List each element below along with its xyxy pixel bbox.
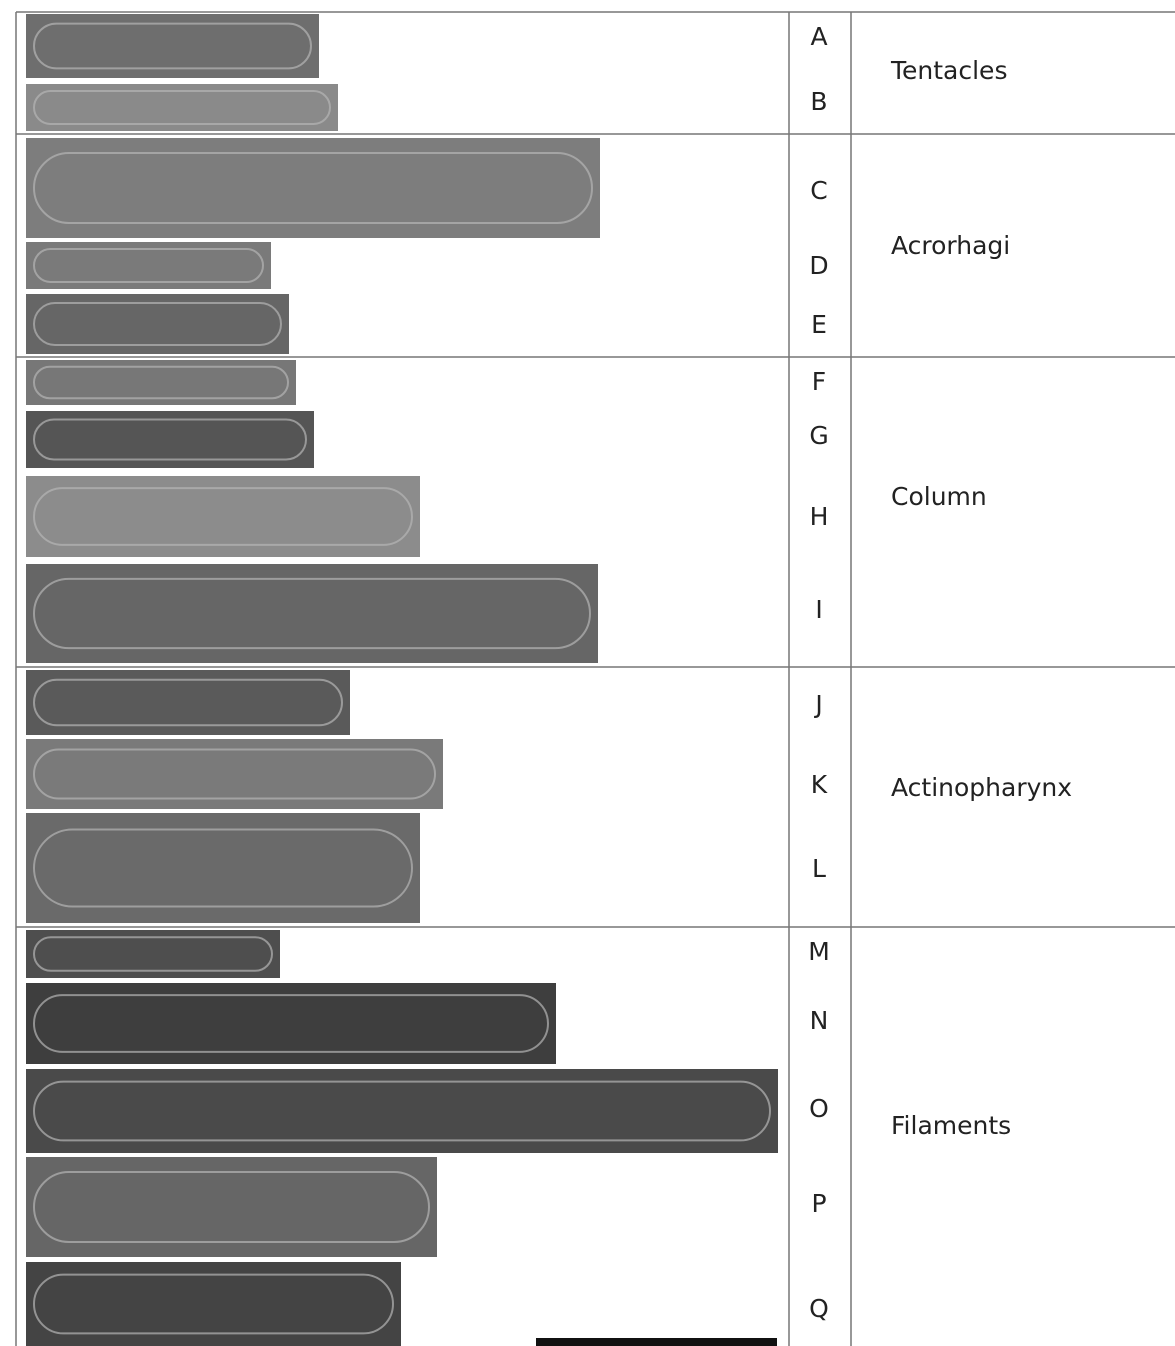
- panel-letter: A: [810, 22, 827, 51]
- panel-label: Tentacles: [890, 56, 1007, 85]
- panel-letter: Q: [809, 1294, 829, 1323]
- panel-label: Acrorhagi: [891, 231, 1010, 260]
- panel-group: Filaments M N O P Q: [16, 927, 1175, 1346]
- panel-letter: L: [812, 854, 826, 883]
- panel-letter: J: [813, 690, 822, 719]
- figure: Tentacles A B Acrorhagi C D E Column FG H I Actinop…: [0, 0, 1175, 1346]
- panel-letter: M: [808, 937, 830, 966]
- panel-label: Actinopharynx: [891, 773, 1072, 802]
- panel-letter: P: [811, 1189, 826, 1218]
- panel-letter: C: [810, 176, 827, 205]
- panel-letter: E: [811, 310, 827, 339]
- panel-label: Filaments: [891, 1111, 1011, 1140]
- panel-letter: F: [812, 367, 826, 396]
- page: {"panels": [ {"label": "Tentacles", "let…: [0, 0, 1175, 1346]
- panel-letter: B: [810, 87, 827, 116]
- panel-letter: O: [809, 1094, 829, 1123]
- panel-group: Acrorhagi C D E: [16, 134, 1175, 354]
- panel-letter: K: [811, 770, 828, 799]
- panel-group: Tentacles A B: [26, 14, 1007, 131]
- panel-letter: H: [810, 502, 829, 531]
- panel-letter: N: [810, 1006, 829, 1035]
- panel-group: Actinopharynx J K L: [16, 667, 1175, 923]
- scale-bar: [536, 1338, 777, 1346]
- panel-letter: I: [815, 595, 822, 624]
- panel-group: Column FG H I: [16, 357, 1175, 663]
- panel-letter: D: [809, 251, 828, 280]
- panel-label: Column: [891, 482, 987, 511]
- panel-letter: G: [809, 421, 828, 450]
